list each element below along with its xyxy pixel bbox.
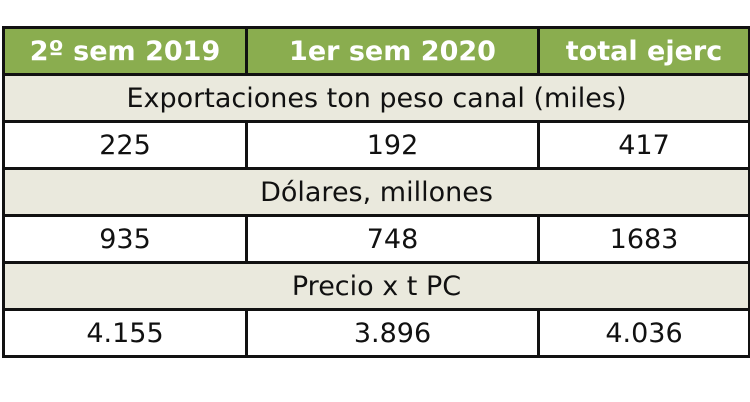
value-cell: 748	[245, 214, 540, 264]
exports-table: 2º sem 2019 1er sem 2020 total ejerc Exp…	[2, 26, 750, 358]
value-row: 4.155 3.896 4.036	[2, 308, 750, 358]
section-row: Exportaciones ton peso canal (miles)	[2, 73, 750, 123]
section-title: Precio x t PC	[2, 261, 750, 311]
section-row: Dólares, millones	[2, 167, 750, 217]
header-row: 2º sem 2019 1er sem 2020 total ejerc	[2, 26, 750, 76]
value-cell: 3.896	[245, 308, 540, 358]
value-cell: 4.155	[2, 308, 248, 358]
value-row: 935 748 1683	[2, 214, 750, 264]
value-cell: 1683	[537, 214, 750, 264]
section-title: Exportaciones ton peso canal (miles)	[2, 73, 750, 123]
section-row: Precio x t PC	[2, 261, 750, 311]
value-cell: 935	[2, 214, 248, 264]
value-cell: 225	[2, 120, 248, 170]
value-cell: 192	[245, 120, 540, 170]
column-header: 2º sem 2019	[2, 26, 248, 76]
column-header: total ejerc	[537, 26, 750, 76]
column-header: 1er sem 2020	[245, 26, 540, 76]
value-row: 225 192 417	[2, 120, 750, 170]
value-cell: 417	[537, 120, 750, 170]
section-title: Dólares, millones	[2, 167, 750, 217]
value-cell: 4.036	[537, 308, 750, 358]
